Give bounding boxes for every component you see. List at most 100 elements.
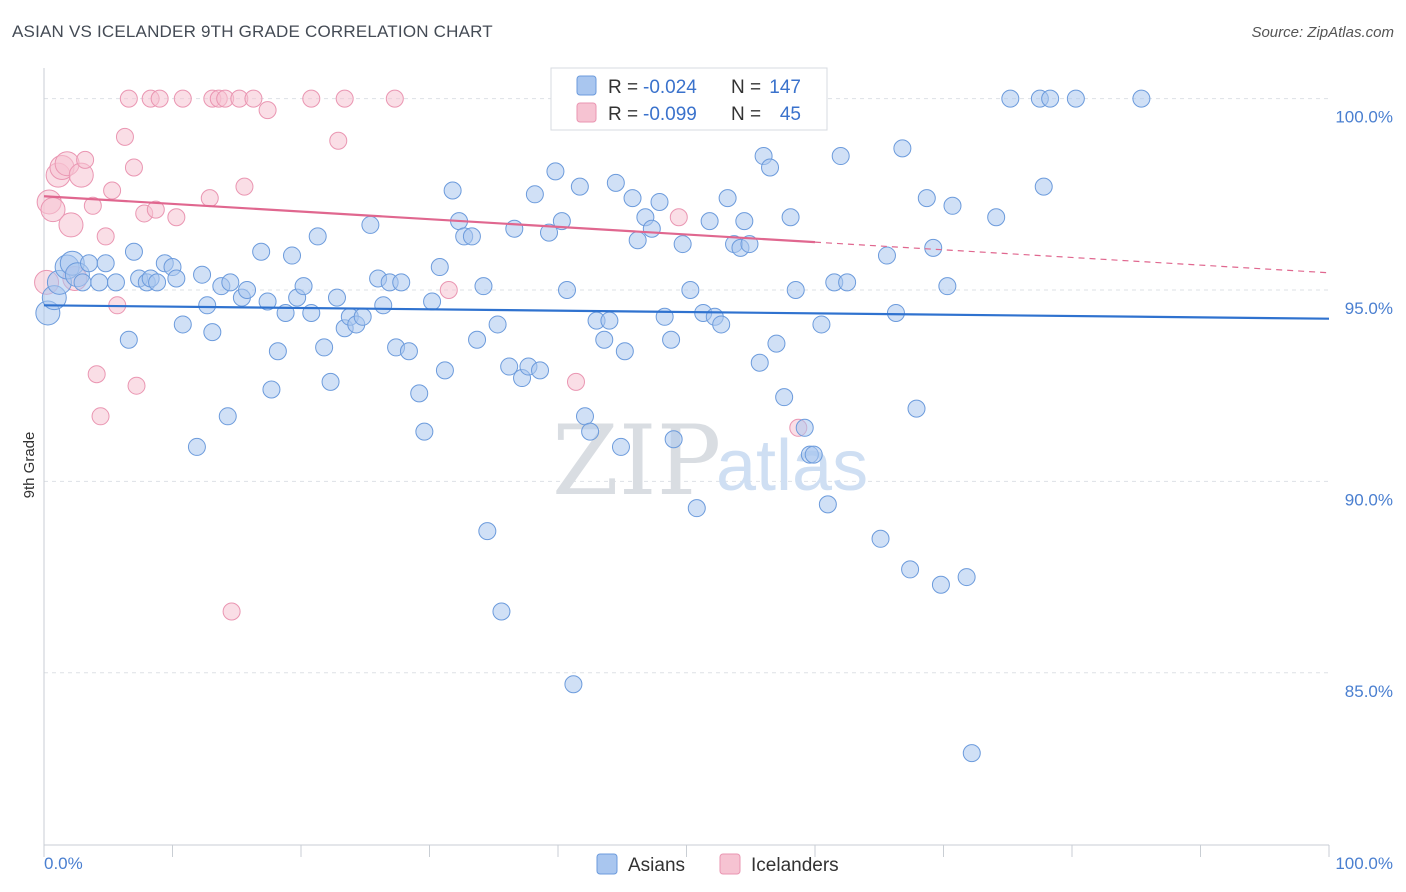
icelander-point [103,181,122,200]
legend-stats-box [550,67,828,131]
asian-point [775,388,794,407]
asian-point [531,361,550,380]
asian-point [662,330,681,349]
asian-point [575,407,594,426]
legend-bottom-swatch-icelanders [719,853,741,875]
asian-point [628,231,647,250]
asian-point [258,292,277,311]
asian-point [73,273,92,292]
asian-point [681,281,700,299]
legend-swatch-icelanders [576,102,597,123]
icelander-point [58,212,84,238]
asian-point [962,744,981,763]
asian-point [1066,89,1085,108]
legend-n-label-asians: N = [731,77,761,98]
asian-point [353,307,372,326]
asian-point [430,258,449,277]
asian-point [238,281,257,299]
icelander-point [439,281,458,299]
asian-point [392,273,411,292]
asian-point [399,342,418,361]
asian-point [540,223,559,242]
icelander-point [76,150,95,169]
asian-point [600,311,619,330]
legend-stats: R = -0.024 N = 147 R = -0.099 N = 45 [550,67,828,131]
watermark-atlas: atlas [716,426,868,506]
icelander-point [173,89,192,108]
asian-point [327,288,346,307]
icelander-point [335,89,354,108]
asian-point [218,407,237,426]
asian-point [415,422,434,441]
asian-point [700,212,719,231]
y-tick-label: 85.0% [1345,682,1393,701]
asian-point [804,445,823,464]
asian-point [315,338,334,357]
asian-point [786,281,805,299]
asian-point [1132,89,1151,108]
asian-point [907,399,926,418]
y-axis-title: 9th Grade [21,432,38,499]
icelander-point [167,208,186,227]
icelander-point [200,189,219,208]
asian-point [831,147,850,166]
asian-point [735,212,754,231]
asian-point [308,227,327,246]
asian-point [478,522,497,541]
y-tick-label: 95.0% [1345,299,1393,318]
icelander-points [34,89,808,621]
icelander-point [83,196,102,215]
icelander-point [235,177,254,196]
asian-point [492,602,511,621]
asian-point [268,342,287,361]
icelander-trend-line [43,195,816,244]
asian-point [781,208,800,227]
asian-point [252,242,271,261]
asian-point [423,292,442,311]
icelander-point [96,227,115,246]
asian-point [203,323,222,342]
asian-point [374,296,393,315]
asian-point [623,189,642,208]
asian-point [877,246,896,265]
trend-lines [43,195,1330,320]
icelander-point [244,89,263,108]
asian-point [552,212,571,231]
asian-point [321,372,340,391]
asian-point [124,242,143,261]
asian-point [198,296,217,315]
icelander-point [119,89,138,108]
asian-point [173,315,192,334]
asian-point [79,254,98,273]
asian-trend-line [43,304,1330,320]
asian-point [957,568,976,587]
icelander-point [91,407,110,426]
icelander-point [669,208,688,227]
asian-point [893,139,912,158]
chart-title: ASIAN VS ICELANDER 9TH GRADE CORRELATION… [12,22,493,41]
asian-point [546,162,565,181]
asian-point [938,277,957,296]
legend-r-value-asians: -0.024 [643,77,697,98]
asian-point [595,330,614,349]
asian-point [221,273,240,292]
asian-point [570,177,589,196]
legend-r-label-asians: R = [608,77,638,98]
asian-point [673,235,692,254]
y-tick-label: 90.0% [1345,490,1393,509]
asian-point [410,384,429,403]
asian-point [90,273,109,292]
icelander-point [115,127,134,146]
asian-point [167,269,186,288]
asian-point [462,227,481,246]
asian-point [262,380,281,399]
legend-r-value-icelanders: -0.099 [643,104,697,125]
y-tick-labels: 85.0% 90.0% 95.0% 100.0% [1335,108,1393,701]
icelander-point [150,89,169,108]
asian-point [931,575,950,594]
asian-point [525,185,544,204]
asian-point [294,277,313,296]
asian-points [35,89,1151,763]
icelander-trend-extension [814,241,1330,274]
x-tick-label-min: 0.0% [44,854,83,873]
